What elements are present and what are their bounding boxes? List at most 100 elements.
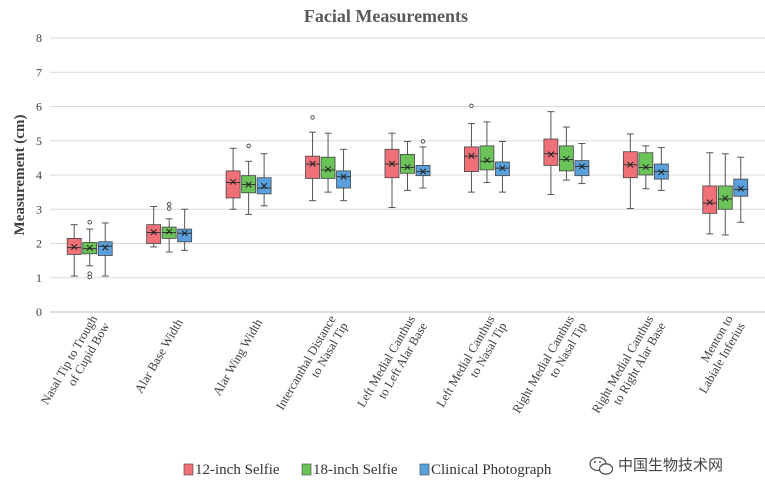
legend-label: 12-inch Selfie (195, 462, 280, 478)
box-plot (400, 140, 415, 191)
x-category-label: Menton toLabiale Inferius (684, 313, 748, 396)
legend-label: Clinical Photograph (431, 462, 552, 478)
watermark: 中国生物技术网 (589, 456, 723, 475)
box-iqr (638, 152, 654, 176)
box-plot (225, 147, 241, 210)
box-iqr (177, 228, 193, 243)
box-plot (97, 222, 113, 277)
mean-marker (229, 178, 237, 186)
box-iqr (336, 170, 351, 189)
y-tick-label: 8 (36, 31, 42, 45)
box-plot (82, 220, 98, 280)
mean-marker (658, 169, 665, 176)
y-tick-label: 1 (36, 271, 42, 285)
x-category-label: Nasal Tip to Troughof Cupid Bow (38, 312, 113, 414)
box-plot (177, 208, 193, 251)
box-iqr (702, 185, 718, 214)
box-iqr (464, 146, 479, 172)
x-category-label: Left Medial Canthusto Left Alar Base (354, 313, 430, 417)
y-tick-label: 0 (36, 305, 42, 319)
y-axis-label: Measurement (cm) (12, 115, 28, 236)
outlier-point (310, 115, 315, 120)
box-plot (653, 147, 669, 191)
box-plot (161, 201, 177, 253)
box-plot (622, 133, 638, 210)
x-axis-categories: Nasal Tip to Troughof Cupid Bow Alar Base… (38, 312, 748, 423)
box-plot (464, 103, 479, 193)
box-plot (336, 148, 351, 202)
x-category-label-line: Alar Base Width (132, 316, 186, 396)
legend: 12-inch Selfie 18-inch Selfie Clinical Pho… (183, 462, 552, 478)
legend-swatch (183, 463, 194, 476)
box-iqr (479, 145, 495, 171)
x-category-label: Left Medial Canthusto Nasal Tip (434, 313, 510, 417)
mean-marker (578, 163, 586, 170)
box-iqr (146, 224, 162, 244)
legend-swatch (419, 463, 430, 476)
x-category-label: Right Medial Canthusto Right Alar Base (589, 313, 669, 423)
box-iqr (415, 165, 431, 177)
y-axis-ticks: 0 1 2 3 4 5 6 7 8 (36, 31, 42, 319)
mean-marker (71, 243, 78, 251)
box-iqr (400, 154, 415, 174)
box-plot (558, 126, 574, 181)
mean-marker (245, 181, 252, 188)
mean-marker (706, 199, 713, 206)
box-iqr (320, 156, 336, 179)
mean-marker (737, 185, 744, 192)
x-category-label: Intercanthal Distanceto Nasal Tip (273, 313, 351, 420)
y-tick-label: 7 (36, 65, 42, 79)
mean-marker (181, 230, 188, 237)
mean-marker (86, 244, 93, 252)
mean-marker (563, 155, 570, 163)
x-category-label: Alar Wing Width (210, 316, 266, 398)
outlier-point (87, 274, 92, 280)
box-plot (702, 152, 718, 235)
outlier-point (166, 201, 172, 207)
outlier-point (87, 220, 92, 225)
box-iqr (97, 241, 113, 256)
box-iqr (543, 138, 559, 166)
mean-marker (468, 152, 475, 159)
box-plot (543, 111, 559, 196)
legend-swatch (301, 463, 312, 476)
box-iqr (733, 178, 749, 197)
mean-marker (324, 166, 332, 173)
outlier-point (246, 143, 251, 149)
outlier-point (420, 139, 426, 144)
box-plot (384, 132, 400, 209)
y-tick-label: 6 (36, 100, 42, 114)
y-tick-label: 2 (36, 237, 42, 251)
box-plot (146, 206, 162, 248)
mean-marker (166, 228, 173, 235)
x-category-label: Alar Base Width (132, 316, 186, 396)
legend-label: 18-inch Selfie (313, 462, 398, 478)
box-plot (495, 140, 510, 193)
outlier-point (166, 206, 172, 211)
box-iqr (305, 155, 320, 179)
mean-marker (102, 244, 109, 251)
box-plot (415, 139, 431, 189)
box-plots (66, 103, 749, 280)
mean-marker (483, 157, 491, 164)
box-plot (638, 145, 654, 190)
box-plot (479, 121, 495, 184)
mean-marker (547, 151, 555, 158)
box-plot (256, 153, 272, 207)
mean-marker (340, 173, 347, 180)
chart-title: Facial Measurements (304, 6, 468, 26)
box-iqr (574, 160, 590, 177)
wechat-icon (589, 456, 614, 475)
mean-marker (419, 168, 427, 175)
watermark-text: 中国生物技术网 (618, 456, 723, 474)
mean-marker (150, 229, 157, 236)
x-category-label-line: Alar Wing Width (210, 316, 266, 398)
box-plot (305, 115, 320, 202)
box-iqr (225, 170, 241, 199)
mean-marker (404, 163, 411, 171)
outlier-point (469, 103, 474, 109)
box-plot (66, 224, 82, 277)
box-plot (717, 153, 733, 236)
y-tick-label: 4 (36, 168, 42, 182)
